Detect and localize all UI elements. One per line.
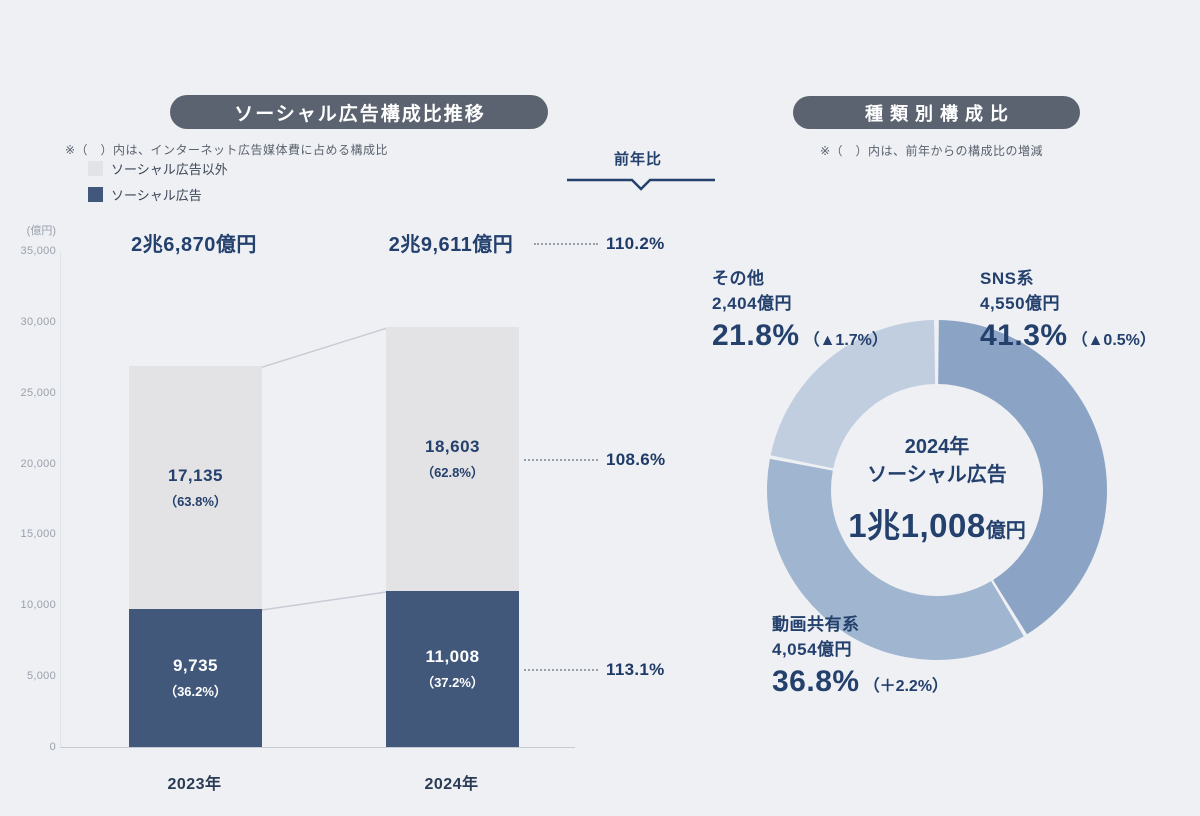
donut-ring — [766, 320, 1108, 661]
legend-item-non-social: ソーシャル広告以外 — [88, 160, 228, 177]
right-panel-note: ※（ ）内は、前年からの構成比の増減 — [820, 144, 1044, 158]
bar-connectors — [261, 327, 387, 611]
legend-label-non-social: ソーシャル広告以外 — [111, 161, 228, 177]
left-panel-note: ※（ ）内は、インターネット広告媒体費に占める構成比 — [65, 143, 389, 157]
segment-share: （62.8%） — [421, 465, 484, 481]
slice-percent-row: 41.3% （▲0.5%） — [980, 319, 1156, 353]
y-axis: 0 5,000 10,000 15,000 20,000 25,000 30,000 35,0… — [0, 0, 56, 816]
yoy-leader-total: 110.2% — [534, 234, 665, 254]
slice-amount: 4,550億円 — [980, 294, 1061, 313]
y-axis-tick: 35,000 — [20, 245, 56, 257]
x-axis-label-2024: 2024年 — [424, 776, 479, 793]
y-axis-unit: (億円) — [26, 225, 56, 237]
slice-change: （▲0.5%） — [1071, 332, 1156, 349]
right-panel-title: 種類別構成比 — [793, 96, 1080, 129]
bar-chart-plot: 17,135 （63.8%） 9,735 （36.2%） 18,603 （62.… — [60, 252, 575, 748]
segment-value: 18,603 — [425, 437, 480, 457]
legend: ソーシャル広告以外 ソーシャル広告 — [88, 160, 228, 212]
segment-non-social: 18,603 （62.8%） — [386, 327, 519, 591]
slice-amount: 2,404億円 — [712, 294, 793, 313]
donut-label-video-sharing: 動画共有系 4,054億円 36.8% （＋2.2%） — [772, 612, 948, 699]
y-axis-tick: 10,000 — [20, 599, 56, 612]
yoy-label: 前年比 — [614, 151, 663, 168]
donut-label-sns: SNS系 4,550億円 41.3% （▲0.5%） — [980, 266, 1156, 353]
slice-name: SNS系 — [980, 269, 1034, 288]
slice-percent-row: 36.8% （＋2.2%） — [772, 665, 948, 699]
legend-swatch-social — [88, 186, 103, 202]
slice-percent: 36.8% — [772, 665, 860, 698]
segment-non-social: 17,135 （63.8%） — [129, 366, 262, 609]
donut-slice-other — [770, 320, 936, 469]
legend-label-social: ソーシャル広告 — [111, 187, 202, 203]
y-axis-tick: 20,000 — [20, 457, 56, 470]
yoy-leader-social: 113.1% — [524, 660, 665, 680]
slice-name: 動画共有系 — [772, 615, 860, 634]
slice-amount: 4,054億円 — [772, 640, 853, 659]
segment-value: 11,008 — [425, 647, 480, 666]
segment-share: （37.2%） — [421, 675, 484, 690]
stacked-bar-2024: 18,603 （62.8%） 11,008 （37.2%） — [386, 327, 519, 747]
donut-slice-sns — [938, 320, 1108, 635]
segment-share: （63.8%） — [164, 493, 227, 509]
yoy-value-social: 113.1% — [606, 660, 665, 679]
x-axis-label-2023: 2023年 — [167, 776, 222, 793]
donut-chart: 2024年 ソーシャル広告 1兆1,008億円 — [765, 318, 1109, 662]
yoy-value-non-social: 108.6% — [606, 450, 666, 470]
donut-center-name: ソーシャル広告 — [867, 464, 1007, 486]
leader-dotted-line — [524, 459, 598, 462]
left-panel-title: ソーシャル広告構成比推移 — [170, 95, 548, 129]
yoy-leader-non-social: 108.6% — [524, 450, 665, 470]
segment-social: 9,735 （36.2%） — [129, 609, 262, 747]
segment-social: 11,008 （37.2%） — [386, 591, 519, 747]
bar-connector-line — [261, 327, 387, 368]
bar-connector-line — [261, 591, 387, 611]
legend-swatch-non-social — [88, 160, 103, 176]
donut-slice-video-sharing — [766, 458, 1024, 661]
y-axis-tick: 5,000 — [26, 670, 56, 683]
slice-name: その他 — [712, 269, 765, 288]
slice-percent: 21.8% — [712, 319, 800, 352]
y-axis-tick: 0 — [49, 741, 56, 753]
slice-percent: 41.3% — [980, 319, 1068, 352]
y-axis-tick: 25,000 — [20, 386, 56, 399]
y-axis-tick: 15,000 — [20, 528, 56, 541]
slice-percent-row: 21.8% （▲1.7%） — [712, 319, 888, 353]
bar-total-2024: 2兆9,611億円 — [388, 234, 514, 256]
bar-total-2023: 2兆6,870億円 — [131, 234, 257, 256]
yoy-bracket-icon — [567, 178, 715, 191]
slice-change: （▲1.7%） — [803, 332, 888, 349]
stacked-bar-2023: 17,135 （63.8%） 9,735 （36.2%） — [129, 366, 262, 747]
legend-item-social: ソーシャル広告 — [88, 186, 228, 203]
donut-center-amount: 1兆1,008 — [848, 507, 986, 544]
donut-label-other: その他 2,404億円 21.8% （▲1.7%） — [712, 266, 888, 353]
donut-center-value: 1兆1,008億円 — [848, 499, 1025, 547]
segment-value: 17,135 — [168, 465, 223, 485]
leader-dotted-line — [534, 243, 598, 245]
slice-change: （＋2.2%） — [863, 678, 949, 695]
donut-center-unit: 億円 — [985, 520, 1026, 542]
donut-center-year: 2024年 — [904, 436, 970, 458]
y-axis-tick: 30,000 — [20, 315, 56, 328]
yoy-value-total: 110.2% — [606, 234, 665, 253]
leader-dotted-line — [524, 669, 598, 671]
segment-value: 9,735 — [172, 656, 219, 675]
segment-share: （36.2%） — [164, 684, 227, 699]
donut-center-label: 2024年 ソーシャル広告 1兆1,008億円 — [765, 318, 1109, 662]
